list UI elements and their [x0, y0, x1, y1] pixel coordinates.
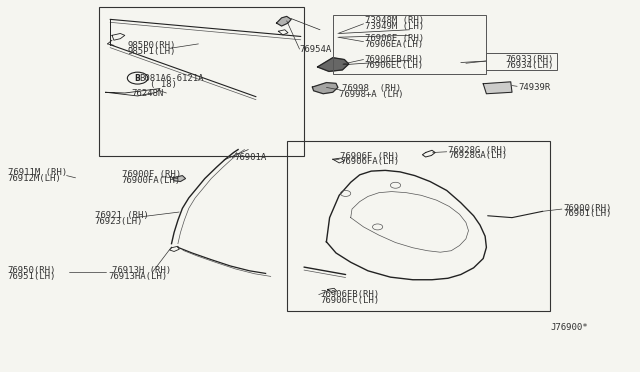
Text: ( 18): ( 18) — [150, 80, 177, 89]
Text: 76911M (RH): 76911M (RH) — [8, 169, 67, 177]
Text: 73949M (LH): 73949M (LH) — [365, 22, 424, 31]
Text: 76954A: 76954A — [300, 45, 332, 54]
Text: 76900(RH): 76900(RH) — [563, 204, 612, 213]
Text: 76912M(LH): 76912M(LH) — [8, 174, 61, 183]
Bar — [486, 53, 557, 70]
Polygon shape — [483, 82, 512, 94]
Text: 76934(LH): 76934(LH) — [506, 61, 554, 70]
Text: 76951(LH): 76951(LH) — [8, 272, 56, 281]
Text: 76906FB(RH): 76906FB(RH) — [320, 290, 379, 299]
Text: 76900FA(LH): 76900FA(LH) — [122, 176, 180, 185]
Text: 74939R: 74939R — [518, 83, 550, 92]
Text: 76998  (RH): 76998 (RH) — [342, 84, 401, 93]
Text: 73948M (RH): 73948M (RH) — [365, 16, 424, 25]
Text: 76906EC(LH): 76906EC(LH) — [365, 61, 424, 70]
Bar — [287, 141, 550, 311]
Text: 985P1(LH): 985P1(LH) — [128, 47, 177, 56]
Text: 76906EA(LH): 76906EA(LH) — [365, 40, 424, 49]
Text: 76928G (RH): 76928G (RH) — [448, 146, 507, 155]
Text: 76906FC(LH): 76906FC(LH) — [320, 296, 379, 305]
Text: 76923(LH): 76923(LH) — [95, 217, 143, 226]
Text: 76900F (RH): 76900F (RH) — [122, 170, 180, 179]
Text: 76928GA(LH): 76928GA(LH) — [448, 151, 507, 160]
Text: 76906E (RH): 76906E (RH) — [365, 34, 424, 43]
Text: 76950(RH): 76950(RH) — [8, 266, 56, 275]
Polygon shape — [276, 16, 291, 26]
Text: 76906EB(RH): 76906EB(RH) — [365, 55, 424, 64]
Text: 76248N: 76248N — [131, 89, 163, 98]
Text: 76933(RH): 76933(RH) — [506, 55, 554, 64]
Text: 76921 (RH): 76921 (RH) — [95, 211, 148, 220]
Text: 76906FA(LH): 76906FA(LH) — [340, 157, 399, 166]
Bar — [333, 15, 486, 74]
Text: 76906F (RH): 76906F (RH) — [340, 152, 399, 161]
Text: 76901(LH): 76901(LH) — [563, 209, 612, 218]
Text: 76998+A (LH): 76998+A (LH) — [339, 90, 404, 99]
Text: 985P0(RH): 985P0(RH) — [128, 41, 177, 50]
Polygon shape — [317, 58, 349, 71]
Bar — [99, 7, 304, 156]
Text: 76913H (RH): 76913H (RH) — [112, 266, 171, 275]
Polygon shape — [312, 83, 338, 94]
Text: 76901A: 76901A — [234, 153, 266, 162]
Text: B081A6-6121A: B081A6-6121A — [140, 74, 204, 83]
Polygon shape — [173, 176, 186, 182]
Text: J76900*: J76900* — [550, 323, 588, 332]
Text: 76913HA(LH): 76913HA(LH) — [109, 272, 168, 281]
Text: B: B — [135, 74, 140, 83]
